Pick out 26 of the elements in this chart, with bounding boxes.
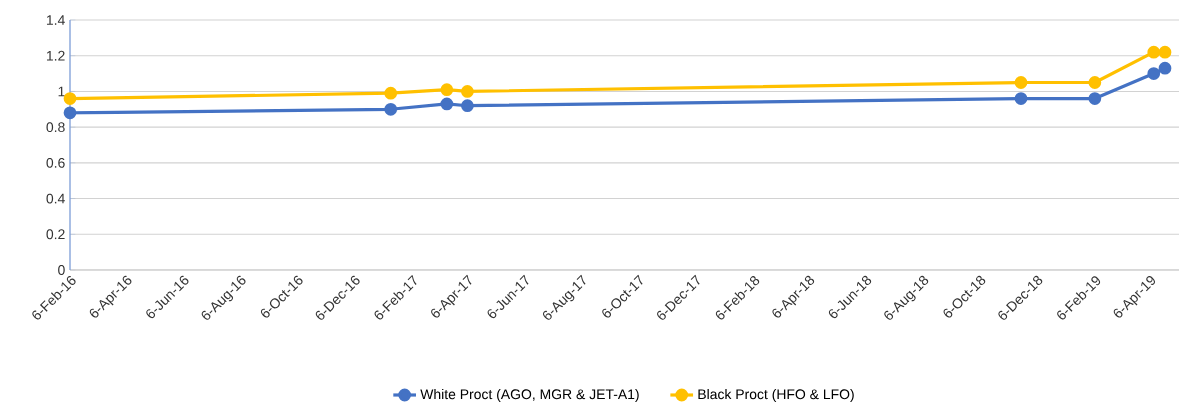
point [1158,45,1172,59]
point [461,99,474,113]
point [63,106,77,120]
y-tick-label: 1 [58,86,65,97]
point [440,97,454,111]
point [461,85,474,98]
y-tick-label: 0.6 [46,157,65,168]
point [1088,92,1102,105]
y-tick-label: 1.2 [46,50,65,61]
legend-label: White Proct (AGO, MGR & JET-A1) [420,388,639,402]
y-tick-label: 0.2 [46,229,65,240]
y-tick-label: 1.4 [46,15,65,25]
point [440,83,454,97]
point [1158,61,1172,75]
point [1088,76,1102,89]
point [1014,76,1028,89]
point [384,86,398,100]
point [1147,45,1161,59]
point [1014,92,1028,105]
point [1147,67,1161,80]
y-tick-label: 0.8 [46,122,65,133]
point [384,102,398,116]
y-tick-label: 0 [58,265,65,275]
point [63,92,77,105]
legend-label: Black Proct (HFO & LFO) [698,388,854,402]
y-tick-label: 0.4 [46,193,65,204]
